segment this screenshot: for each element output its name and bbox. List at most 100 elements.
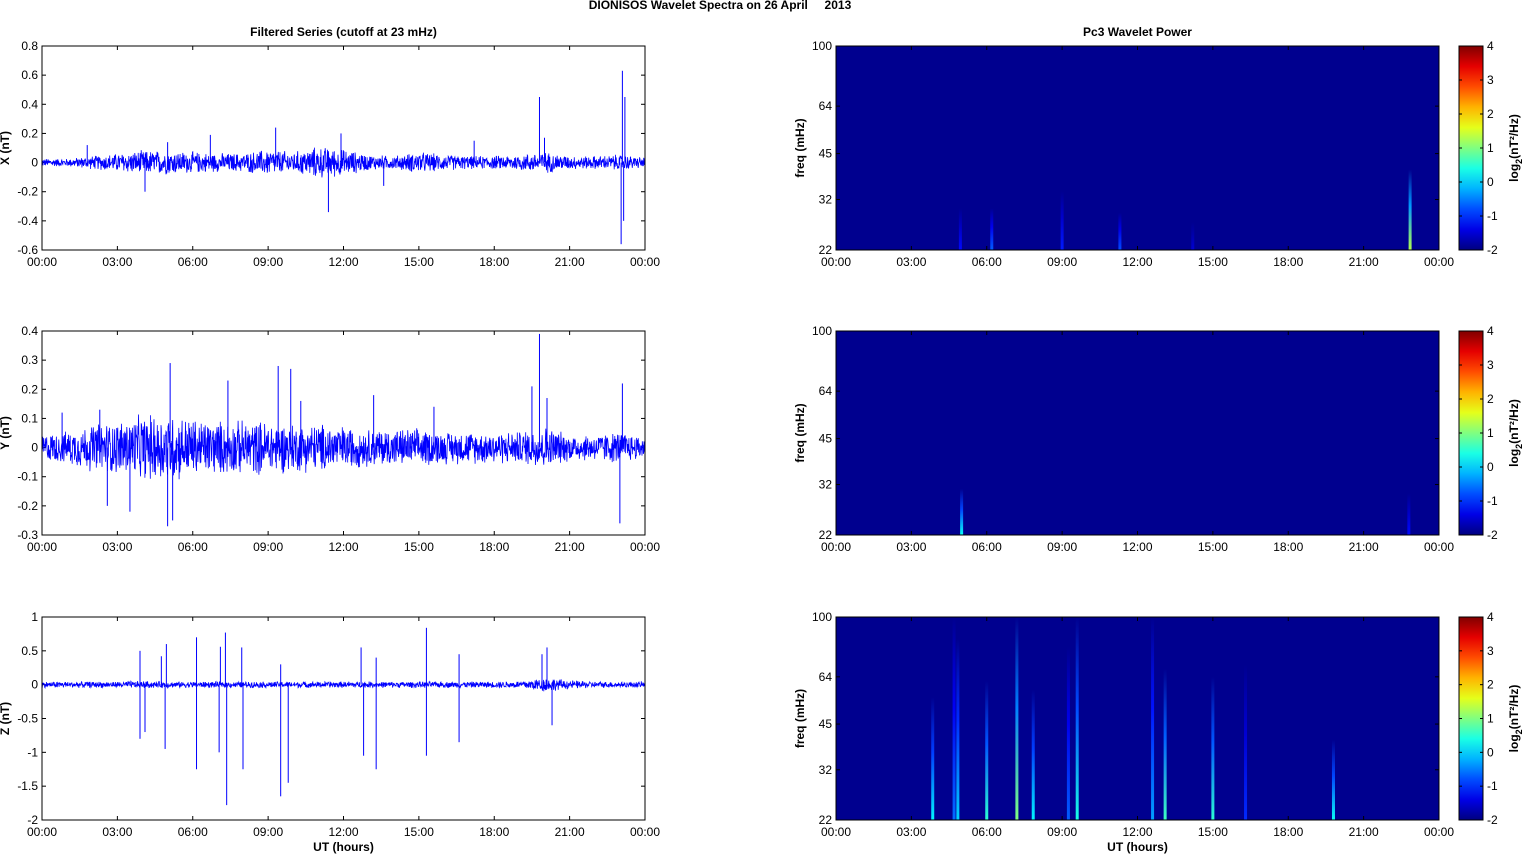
y-tick-label: 0 <box>31 678 38 692</box>
x-tick-label: 03:00 <box>896 540 926 554</box>
y-tick-label: 0 <box>31 156 38 170</box>
series-trace <box>42 414 645 480</box>
colorbar-tick-label: 4 <box>1487 39 1494 53</box>
wavelet-feature <box>1118 212 1122 250</box>
y-tick-label: -0.3 <box>17 528 38 542</box>
y-axis-label: Z (nT) <box>0 702 12 735</box>
axes-frame <box>41 616 646 821</box>
y-tick-label: 0.4 <box>21 97 38 111</box>
axes-frame <box>835 330 1440 536</box>
x-tick-label: 00:00 <box>27 255 57 269</box>
x-tick-label: 12:00 <box>1122 540 1152 554</box>
plot-area <box>42 46 645 250</box>
x-tick-label: 15:00 <box>404 825 434 839</box>
x-tick-label: 15:00 <box>1198 255 1228 269</box>
label-subscript: 2 <box>1514 729 1524 734</box>
y-tick-label: -0.6 <box>17 243 38 257</box>
y-tick-label: 0.2 <box>21 382 38 396</box>
wavelet-feature <box>1015 617 1019 820</box>
y-tick-label: 64 <box>819 670 833 684</box>
y-tick-label: -0.2 <box>17 185 38 199</box>
colorbar-tick-label: 4 <box>1487 610 1494 624</box>
figure-title: DIONISOS Wavelet Spectra on 26 April 201… <box>589 0 852 12</box>
x-tick-label: 00:00 <box>630 825 660 839</box>
x-tick-label: 03:00 <box>102 540 132 554</box>
panel-title: Pc3 Wavelet Power <box>1083 25 1192 39</box>
colorbar-tick-label: 1 <box>1487 426 1494 440</box>
x-axis-label: UT (hours) <box>1107 840 1168 854</box>
x-tick-label: 21:00 <box>555 255 585 269</box>
label-part: (nT²/Hz) <box>1507 114 1521 159</box>
x-tick-label: 00:00 <box>1424 825 1454 839</box>
filtered-x-panel: 00:00 03:00 06:00 09:00 12:00 15:00 18:00 21:00… <box>0 25 660 269</box>
x-tick-label: 09:00 <box>1047 825 1077 839</box>
y-tick-label: 100 <box>812 39 832 53</box>
colorbar-scale <box>1458 616 1484 821</box>
wavelet-feature <box>985 681 989 820</box>
x-tick-label: 18:00 <box>1273 540 1303 554</box>
x-tick-label: 18:00 <box>1273 825 1303 839</box>
y-tick-label: 32 <box>819 193 833 207</box>
colorbar-tick-label: 2 <box>1487 107 1494 121</box>
wavelet-y-panel: 00:00 03:00 06:00 09:00 12:00 15:00 18:00 21:00… <box>793 324 1524 554</box>
colorbar-tick-label: 0 <box>1487 460 1494 474</box>
colorbar-tick-label: 1 <box>1487 712 1494 726</box>
y-axis-label: X (nT) <box>0 131 12 165</box>
x-tick-label: 00:00 <box>821 540 851 554</box>
y-axis-label: freq (mHz) <box>793 689 807 748</box>
x-tick-label: 00:00 <box>1424 540 1454 554</box>
wavelet-feature <box>1407 493 1411 535</box>
y-tick-label: 0.8 <box>21 39 38 53</box>
x-tick-label: 06:00 <box>178 540 208 554</box>
x-tick-label: 00:00 <box>630 255 660 269</box>
x-tick-label: 06:00 <box>178 255 208 269</box>
wavelet-feature <box>990 208 994 250</box>
panel-title: Filtered Series (cutoff at 23 mHz) <box>250 25 437 39</box>
x-tick-label: 21:00 <box>1349 825 1379 839</box>
x-tick-label: 21:00 <box>555 825 585 839</box>
wavelet-feature <box>958 208 962 250</box>
x-tick-label: 03:00 <box>102 255 132 269</box>
colorbar-tick-label: -1 <box>1487 209 1498 223</box>
y-tick-label: 45 <box>819 432 833 446</box>
label-part: log <box>1507 164 1521 182</box>
colorbar-label: log2(nT²/Hz) <box>1507 685 1524 753</box>
x-tick-label: 12:00 <box>328 540 358 554</box>
label-part: (nT²/Hz) <box>1507 685 1521 730</box>
wavelet-feature <box>956 638 960 820</box>
colorbar-tick-label: 0 <box>1487 745 1494 759</box>
x-tick-label: 15:00 <box>1198 825 1228 839</box>
colorbar-tick-label: -1 <box>1487 494 1498 508</box>
colorbar-label: log2(nT²/Hz) <box>1507 399 1524 467</box>
x-axis-label: UT (hours) <box>313 840 374 854</box>
y-tick-label: 0.5 <box>21 644 38 658</box>
x-tick-label: 21:00 <box>555 540 585 554</box>
wavelet-feature <box>1331 739 1335 820</box>
label-part: log <box>1507 734 1521 752</box>
y-axis-label: freq (mHz) <box>793 118 807 177</box>
colorbar-tick-label: 2 <box>1487 392 1494 406</box>
plot-area <box>42 617 645 820</box>
axes-frame <box>41 45 646 251</box>
x-tick-label: 03:00 <box>896 255 926 269</box>
y-tick-label: -1 <box>27 745 38 759</box>
x-tick-label: 21:00 <box>1349 540 1379 554</box>
y-tick-label: 0.1 <box>21 411 38 425</box>
wavelet-feature <box>1151 617 1155 820</box>
label-part: (nT²/Hz) <box>1507 399 1521 444</box>
x-tick-label: 12:00 <box>1122 825 1152 839</box>
y-axis-label: Y (nT) <box>0 416 12 450</box>
y-tick-label: -0.4 <box>17 214 38 228</box>
y-tick-label: 45 <box>819 147 833 161</box>
wavelet-feature <box>1060 191 1064 250</box>
y-tick-label: 64 <box>819 384 833 398</box>
x-tick-label: 18:00 <box>1273 255 1303 269</box>
colorbar-tick-label: -2 <box>1487 813 1498 827</box>
y-tick-label: 0.4 <box>21 324 38 338</box>
y-tick-label: 100 <box>812 610 832 624</box>
x-tick-label: 00:00 <box>1424 255 1454 269</box>
